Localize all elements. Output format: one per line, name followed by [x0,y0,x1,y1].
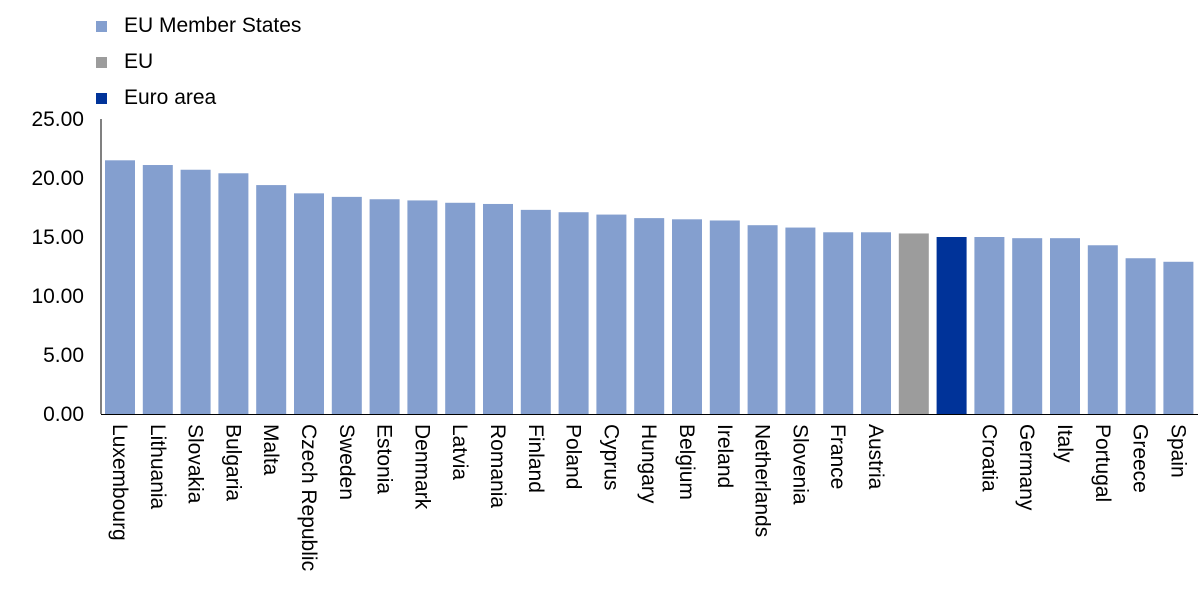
x-tick-label: Slovenia [788,424,811,505]
x-tick-label: Italy [1053,424,1076,463]
x-tick-label: Latvia [448,424,471,480]
bar [294,193,324,414]
x-tick-label: Netherlands [751,424,774,537]
x-tick-label: Slovakia [184,424,207,504]
legend-item-euro-area: Euro area [96,80,301,116]
bar [218,173,249,414]
x-tick-label: Portugal [1091,424,1114,502]
bar [709,220,740,414]
x-tick-label: Croatia [977,424,1000,492]
legend-label: Euro area [124,86,217,109]
bar [331,196,362,414]
legend: EU Member States EU Euro area [96,8,301,116]
bar [634,218,665,414]
bar [1163,261,1194,414]
y-tick-label: 5.00 [43,344,84,367]
x-tick-label: Greece [1129,424,1152,493]
bar [256,185,287,414]
bar [105,160,135,414]
x-tick-label: Finland [524,424,547,493]
x-tick-label: Spain [1166,424,1189,478]
x-tick-label: Germany [1015,424,1038,511]
x-tick-label: Poland [562,424,585,489]
x-tick-label: Belgium [675,424,698,500]
bar [558,212,589,414]
y-tick-label: 0.00 [43,403,84,426]
x-tick-label: Sweden [335,424,358,500]
bar [823,232,854,414]
legend-label: EU Member States [124,14,302,37]
legend-item-member-states: EU Member States [96,8,301,44]
y-tick-label: 20.00 [31,167,84,190]
y-tick-label: 15.00 [31,226,84,249]
bar [936,237,967,414]
bar [596,214,627,414]
bar [369,199,400,414]
y-tick-label: 25.00 [31,108,84,131]
bar [785,227,816,414]
legend-swatch-euro-area [96,92,107,104]
plot-area: 0.00 5.00 10.00 15.00 20.00 25.00 Luxembourg Li… [31,108,1198,571]
legend-label: EU [124,50,154,73]
x-tick-label: Bulgaria [221,424,244,501]
bar [747,225,778,414]
bar [407,200,438,414]
bar [1087,245,1118,414]
x-tick-label: Estonia [373,424,396,494]
bar [898,233,929,414]
x-tick-label: Luxembourg [108,424,131,541]
x-tick-label: Ireland [713,424,736,488]
x-tick-label: Austria [864,424,887,490]
y-tick-label: 10.00 [31,285,84,308]
bar [1125,258,1156,414]
x-tick-label: Czech Republic [297,424,320,571]
bar [445,202,476,414]
x-tick-label: Malta [259,424,282,476]
legend-swatch-eu [96,56,107,68]
x-tick-label: Hungary [637,424,660,504]
legend-item-eu: EU [96,44,301,80]
legend-swatch-member-states [96,20,107,32]
bar [142,165,173,414]
bar [974,237,1005,414]
bar [483,203,513,414]
x-tick-label: Romania [486,424,509,508]
x-tick-label: Cyprus [599,424,622,491]
bar [1050,238,1080,414]
x-tick-label: France [826,424,849,489]
x-tick-label: Lithuania [146,424,169,510]
bar [672,219,702,414]
x-tick-label: Denmark [410,424,433,510]
bar [520,209,551,414]
bar [1012,238,1043,414]
bar [180,169,211,414]
bar [861,232,891,414]
